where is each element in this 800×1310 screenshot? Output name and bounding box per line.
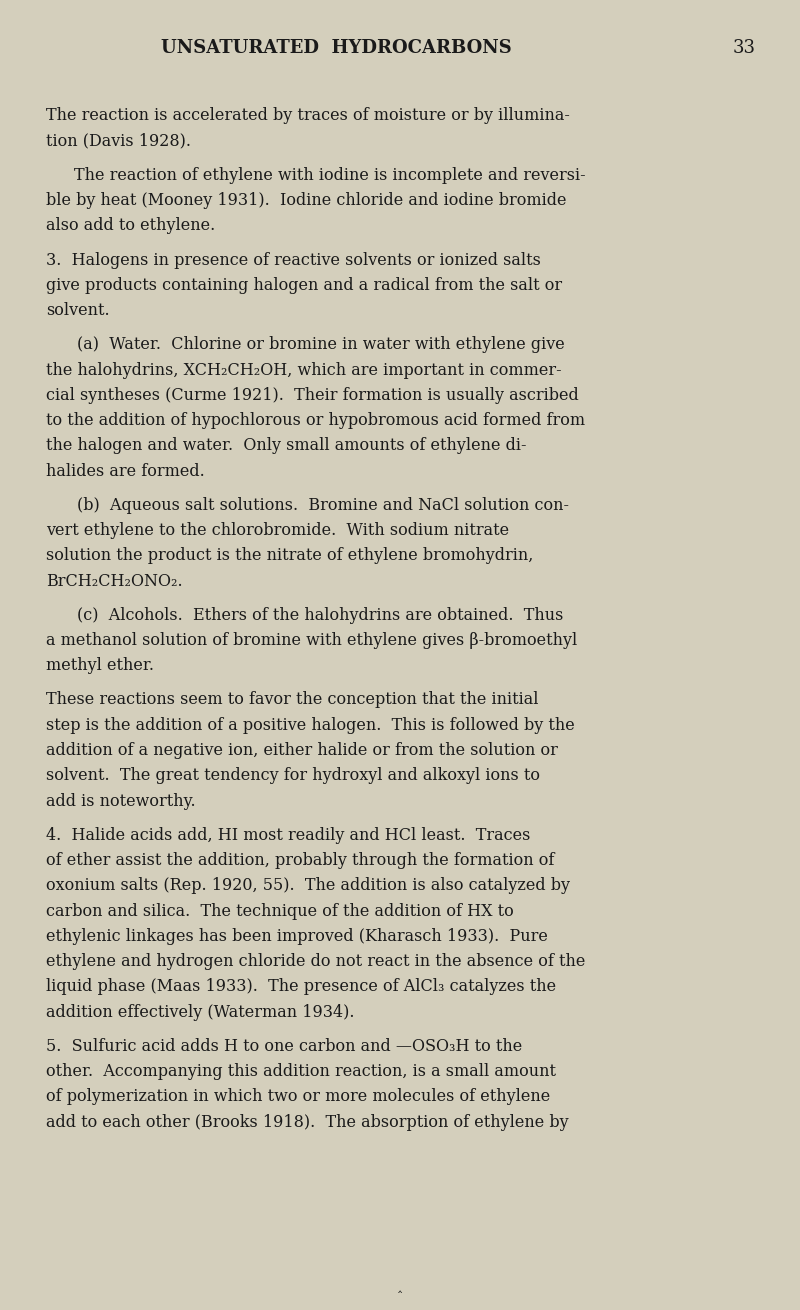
Text: the halohydrins, XCH₂CH₂OH, which are important in commer-: the halohydrins, XCH₂CH₂OH, which are im… [46,362,562,379]
Text: BrCH₂CH₂ONO₂.: BrCH₂CH₂ONO₂. [46,572,183,590]
Text: addition effectively (Waterman 1934).: addition effectively (Waterman 1934). [46,1003,355,1020]
Text: carbon and silica.  The technique of the addition of HX to: carbon and silica. The technique of the … [46,903,514,920]
Text: solvent.: solvent. [46,303,110,320]
Text: These reactions seem to favor the conception that the initial: These reactions seem to favor the concep… [46,692,539,709]
Text: (b)  Aqueous salt solutions.  Bromine and NaCl solution con-: (b) Aqueous salt solutions. Bromine and … [77,496,569,514]
Text: cial syntheses (Curme 1921).  Their formation is usually ascribed: cial syntheses (Curme 1921). Their forma… [46,386,579,403]
Text: of ether assist the addition, probably through the formation of: of ether assist the addition, probably t… [46,852,554,869]
Text: The reaction of ethylene with iodine is incomplete and reversi-: The reaction of ethylene with iodine is … [74,166,586,183]
Text: ‸: ‸ [398,1280,402,1293]
Text: The reaction is accelerated by traces of moisture or by illumina-: The reaction is accelerated by traces of… [46,107,570,124]
Text: halides are formed.: halides are formed. [46,462,205,479]
Text: solution the product is the nitrate of ethylene bromohydrin,: solution the product is the nitrate of e… [46,548,534,565]
Text: ethylenic linkages has been improved (Kharasch 1933).  Pure: ethylenic linkages has been improved (Kh… [46,927,548,945]
Text: liquid phase (Maas 1933).  The presence of AlCl₃ catalyzes the: liquid phase (Maas 1933). The presence o… [46,979,557,996]
Text: 33: 33 [733,39,756,58]
Text: ble by heat (Mooney 1931).  Iodine chloride and iodine bromide: ble by heat (Mooney 1931). Iodine chlori… [46,193,567,210]
Text: give products containing halogen and a radical from the salt or: give products containing halogen and a r… [46,276,562,293]
Text: also add to ethylene.: also add to ethylene. [46,217,216,234]
Text: of polymerization in which two or more molecules of ethylene: of polymerization in which two or more m… [46,1089,550,1106]
Text: add to each other (Brooks 1918).  The absorption of ethylene by: add to each other (Brooks 1918). The abs… [46,1114,569,1131]
Text: solvent.  The great tendency for hydroxyl and alkoxyl ions to: solvent. The great tendency for hydroxyl… [46,768,541,785]
Text: other.  Accompanying this addition reaction, is a small amount: other. Accompanying this addition reacti… [46,1064,557,1081]
Text: addition of a negative ion, either halide or from the solution or: addition of a negative ion, either halid… [46,741,558,758]
Text: a methanol solution of bromine with ethylene gives β-bromoethyl: a methanol solution of bromine with ethy… [46,631,578,648]
Text: 4.  Halide acids add, HI most readily and HCl least.  Traces: 4. Halide acids add, HI most readily and… [46,827,530,844]
Text: oxonium salts (Rep. 1920, 55).  The addition is also catalyzed by: oxonium salts (Rep. 1920, 55). The addit… [46,878,570,895]
Text: step is the addition of a positive halogen.  This is followed by the: step is the addition of a positive halog… [46,717,575,734]
Text: ethylene and hydrogen chloride do not react in the absence of the: ethylene and hydrogen chloride do not re… [46,954,586,971]
Text: tion (Davis 1928).: tion (Davis 1928). [46,132,191,149]
Text: (a)  Water.  Chlorine or bromine in water with ethylene give: (a) Water. Chlorine or bromine in water … [77,337,565,354]
Text: vert ethylene to the chlorobromide.  With sodium nitrate: vert ethylene to the chlorobromide. With… [46,523,510,538]
Text: UNSATURATED  HYDROCARBONS: UNSATURATED HYDROCARBONS [161,39,511,58]
Text: the halogen and water.  Only small amounts of ethylene di-: the halogen and water. Only small amount… [46,438,527,455]
Text: methyl ether.: methyl ether. [46,658,154,675]
Text: to the addition of hypochlorous or hypobromous acid formed from: to the addition of hypochlorous or hypob… [46,413,586,430]
Text: add is noteworthy.: add is noteworthy. [46,793,196,810]
Text: 3.  Halogens in presence of reactive solvents or ionized salts: 3. Halogens in presence of reactive solv… [46,252,542,269]
Text: 5.  Sulfuric acid adds H to one carbon and —OSO₃H to the: 5. Sulfuric acid adds H to one carbon an… [46,1038,522,1055]
Text: (c)  Alcohols.  Ethers of the halohydrins are obtained.  Thus: (c) Alcohols. Ethers of the halohydrins … [77,607,563,624]
